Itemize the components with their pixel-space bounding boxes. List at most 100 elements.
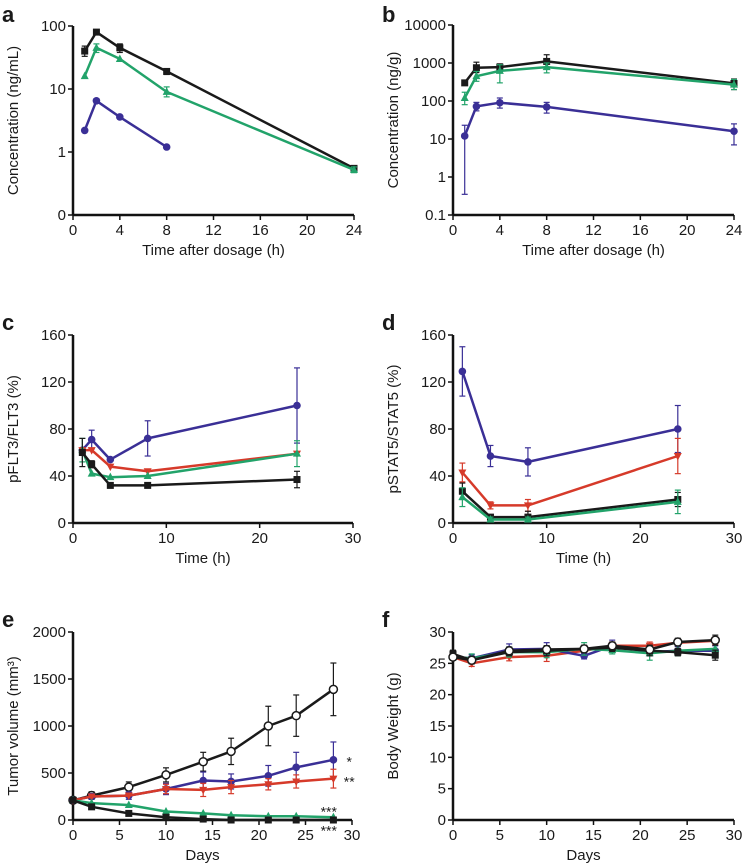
- data-point-triangle: [460, 93, 469, 101]
- x-tick-label: 4: [116, 222, 124, 239]
- series-line: [83, 99, 168, 149]
- data-point-square: [163, 67, 171, 75]
- series-red-triangle-down: [69, 768, 338, 805]
- series-black-open-circle: [448, 634, 721, 665]
- x-tick-label: 10: [158, 530, 175, 547]
- x-axis-label: Days: [185, 847, 219, 864]
- y-tick-label: 5: [438, 781, 446, 798]
- data-point-open-circle: [541, 644, 552, 655]
- series-line: [83, 46, 355, 172]
- data-point-triangle: [523, 514, 532, 523]
- x-tick-label: 0: [69, 222, 77, 239]
- data-point-circle: [730, 127, 738, 136]
- data-point-circle: [80, 126, 89, 135]
- y-tick-label: 160: [41, 327, 66, 344]
- significance-annotation: ***: [321, 804, 338, 820]
- data-point-triangle-down: [329, 775, 338, 784]
- x-axis-label: Time (h): [175, 550, 230, 567]
- data-point-square: [543, 57, 551, 65]
- data-point-triangle: [350, 165, 358, 173]
- data-point-triangle: [486, 514, 495, 523]
- data-point-circle: [458, 367, 467, 376]
- data-point-triangle: [92, 43, 101, 51]
- x-tick-label: 25: [679, 827, 696, 844]
- y-tick-label: 30: [429, 624, 446, 641]
- x-tick-label: 0: [449, 827, 457, 844]
- data-point-square: [264, 816, 272, 824]
- data-point-triangle-down: [673, 453, 682, 461]
- series-green-triangle: [80, 43, 358, 174]
- series-line: [82, 448, 298, 473]
- y-tick-label: 100: [41, 18, 66, 35]
- y-tick-label: 10: [429, 749, 446, 766]
- series-line: [463, 65, 735, 99]
- y-tick-label: 40: [49, 468, 66, 485]
- y-tick-label: 0: [438, 812, 446, 829]
- y-tick-label: 10000: [404, 17, 446, 34]
- data-point-circle: [162, 143, 171, 151]
- data-point-triangle: [106, 472, 115, 481]
- panel-d: d 0 10 20 30 0 40 80 120 160 Time (h) pSTAT5/STAT5 …: [382, 310, 742, 567]
- panel-label: c: [2, 310, 14, 335]
- data-point-open-circle: [161, 770, 171, 780]
- x-tick-label: 0: [69, 530, 77, 547]
- data-point-circle: [460, 132, 469, 140]
- data-point-square: [69, 796, 77, 804]
- y-axis-label: Body Weight (g): [385, 672, 402, 779]
- y-tick-label: 160: [421, 327, 446, 344]
- y-tick-label: 1500: [33, 671, 66, 688]
- data-point-open-circle: [198, 756, 208, 767]
- significance-annotation: *: [346, 754, 352, 770]
- data-point-triangle: [115, 54, 124, 62]
- data-point-triangle-down: [199, 786, 208, 795]
- y-tick-label: 0: [58, 207, 66, 224]
- data-point-triangle: [472, 71, 481, 80]
- data-point-triangle: [80, 71, 89, 80]
- data-point-triangle-down: [292, 778, 301, 786]
- data-point-open-circle: [448, 652, 458, 662]
- y-tick-label: 20: [429, 687, 446, 704]
- data-point-triangle-down: [227, 784, 236, 792]
- data-point-circle: [293, 401, 301, 410]
- x-tick-label: 5: [496, 827, 504, 844]
- y-tick-label: 2000: [33, 624, 66, 641]
- data-point-circle: [486, 452, 495, 460]
- panel-e: e 0 5 10 15 20 25 30 0 500 1000 1500 2000 Days Tumor v…: [2, 607, 360, 864]
- y-tick-label: 120: [41, 374, 66, 391]
- x-tick-label: 25: [297, 827, 314, 844]
- y-tick-label: 25: [429, 655, 446, 672]
- data-point-triangle-down: [486, 502, 495, 510]
- series-blue-circle: [458, 346, 682, 477]
- x-tick-label: 0: [69, 827, 77, 844]
- x-tick-label: 30: [345, 530, 362, 547]
- series-line: [461, 454, 679, 507]
- data-point-triangle-down: [106, 463, 115, 472]
- series-black-square: [81, 28, 358, 172]
- data-point-triangle: [227, 810, 236, 819]
- data-point-open-circle: [579, 644, 589, 654]
- data-point-square: [674, 648, 682, 656]
- y-tick-label: 500: [41, 765, 66, 782]
- x-tick-label: 15: [585, 827, 602, 844]
- y-tick-label: 120: [421, 374, 446, 391]
- data-point-circle: [524, 458, 532, 466]
- x-tick-label: 8: [542, 222, 550, 239]
- data-point-triangle: [730, 80, 738, 88]
- data-point-open-circle: [328, 684, 339, 695]
- x-tick-label: 24: [346, 222, 363, 239]
- data-point-square: [227, 816, 235, 824]
- data-point-triangle-down: [523, 502, 532, 510]
- data-point-circle: [199, 776, 207, 785]
- x-tick-label: 12: [205, 222, 222, 239]
- series-line: [461, 490, 678, 519]
- data-point-square: [162, 813, 170, 821]
- series-blue-circle: [460, 97, 738, 195]
- y-tick-label: 0: [58, 515, 66, 532]
- data-point-triangle-down: [124, 792, 133, 801]
- x-axis-label: Time after dosage (h): [142, 242, 285, 259]
- data-point-triangle: [542, 62, 551, 71]
- y-axis-label: Concentration (ng/mL): [5, 46, 22, 195]
- x-tick-label: 15: [204, 827, 221, 844]
- y-tick-label: 1000: [33, 718, 66, 735]
- panel-f: f 0 5 10 15 20 25 30 0 5 10 15 20 25 30 Days Body Weight…: [382, 607, 742, 864]
